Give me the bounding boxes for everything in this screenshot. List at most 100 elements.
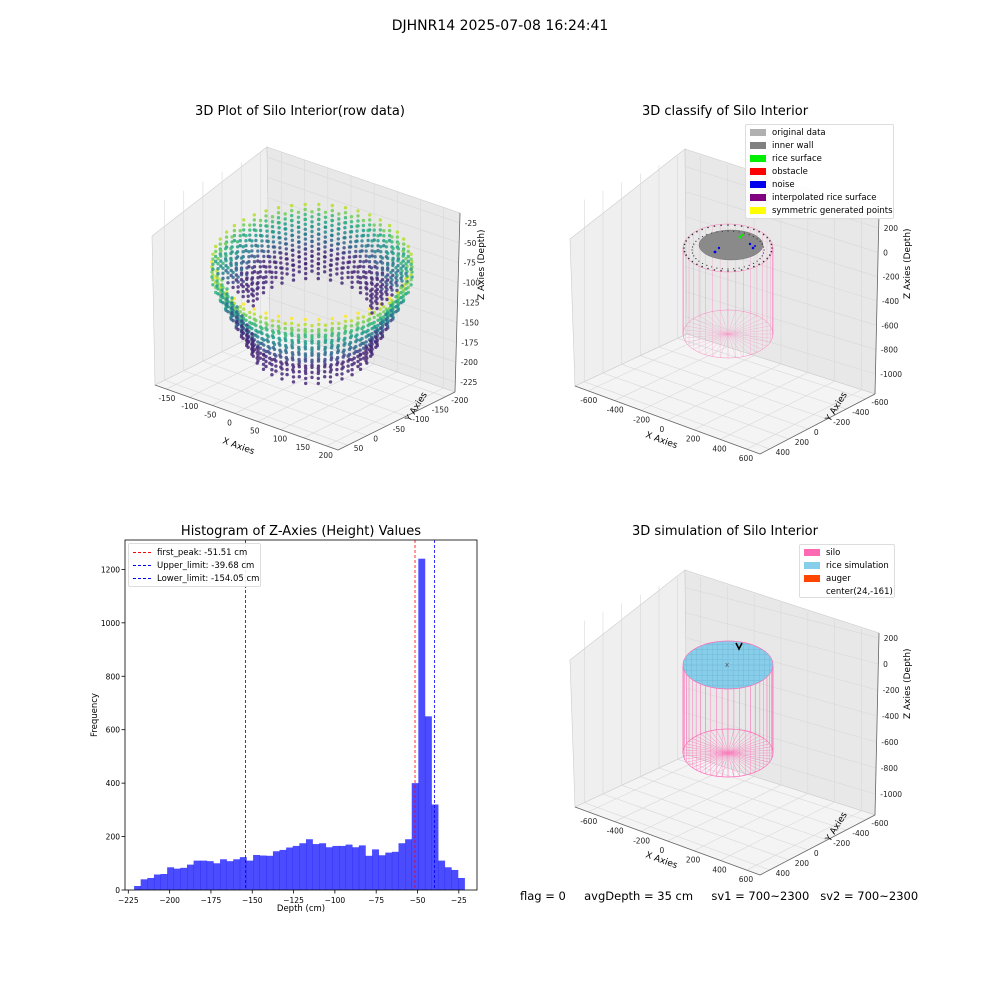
histogram-bar bbox=[372, 849, 379, 890]
histogram-bar bbox=[279, 849, 287, 890]
legend-item: obstacle bbox=[750, 165, 893, 178]
x-tick-label: -50 bbox=[204, 410, 216, 419]
histogram-bar bbox=[140, 879, 148, 890]
z-tick-label: -200 bbox=[883, 686, 900, 695]
simulation-zlabel: Z Axies (Depth) bbox=[903, 648, 913, 719]
legend-item: silo bbox=[804, 546, 894, 559]
histogram-bar bbox=[246, 860, 254, 890]
legend-swatch bbox=[804, 549, 820, 556]
legend-item: symmetric generated points bbox=[750, 204, 893, 217]
histogram-bar bbox=[365, 855, 373, 890]
histogram-title: Histogram of Z-Axies (Height) Values bbox=[180, 524, 422, 539]
x-tick-label: 600 bbox=[739, 875, 754, 884]
x-tick-label: −225 bbox=[118, 896, 139, 905]
raw-xlabel: X Axies bbox=[221, 436, 256, 457]
histogram-bar bbox=[286, 847, 294, 890]
y-tick-label: -200 bbox=[833, 418, 850, 427]
z-tick-label: -800 bbox=[881, 764, 898, 773]
histogram-xlabel: Depth (cm) bbox=[277, 904, 325, 914]
z-tick-label: -175 bbox=[461, 338, 478, 347]
legend-label: Lower_limit: -154.05 cm bbox=[157, 573, 260, 584]
raw-plot-title: 3D Plot of Silo Interior(row data) bbox=[195, 104, 405, 119]
legend-label: obstacle bbox=[772, 166, 808, 177]
z-tick-label: -1000 bbox=[880, 370, 902, 379]
histogram-bar bbox=[167, 867, 175, 890]
simulation-legend: silo rice simulation auger center(24,-161) bbox=[799, 544, 895, 598]
x-tick-label: −25 bbox=[451, 896, 467, 905]
histogram-bar bbox=[292, 845, 300, 890]
legend-item: rice simulation bbox=[804, 559, 894, 572]
legend-swatch bbox=[804, 575, 820, 582]
x-tick-label: 600 bbox=[739, 454, 754, 463]
x-tick-label: -600 bbox=[580, 396, 597, 405]
y-tick-label: 200 bbox=[795, 859, 810, 868]
histogram-bar bbox=[405, 839, 413, 890]
histogram-bar bbox=[213, 863, 221, 890]
histogram-bar bbox=[378, 855, 386, 890]
y-tick-label: 200 bbox=[795, 438, 810, 447]
histogram-bar bbox=[193, 860, 201, 890]
z-tick-label: -100 bbox=[463, 279, 480, 288]
legend-swatch bbox=[750, 155, 766, 162]
legend-label: center(24,-161) bbox=[826, 586, 893, 597]
x-tick-label: -400 bbox=[607, 406, 624, 415]
legend-label: auger bbox=[826, 573, 851, 584]
histogram-bar bbox=[253, 855, 260, 890]
histogram-bar bbox=[358, 845, 366, 890]
x-tick-label: 0 bbox=[227, 418, 232, 427]
x-tick-label: 0 bbox=[660, 846, 665, 855]
y-tick-label: 50 bbox=[354, 444, 364, 453]
z-tick-label: -600 bbox=[881, 738, 898, 747]
z-tick-label: -800 bbox=[881, 346, 898, 355]
y-tick-label: -100 bbox=[412, 415, 429, 424]
histogram-bar bbox=[312, 844, 320, 890]
y-tick-label: 600 bbox=[106, 726, 121, 735]
y-tick-label: 1200 bbox=[101, 565, 120, 574]
legend-swatch bbox=[750, 194, 766, 201]
legend-swatch bbox=[750, 142, 766, 149]
y-tick-label: 0 bbox=[814, 849, 819, 858]
z-tick-label: -225 bbox=[460, 378, 477, 387]
z-tick-label: -400 bbox=[882, 712, 899, 721]
legend-label: rice surface bbox=[772, 153, 822, 164]
legend-item: noise bbox=[750, 178, 893, 191]
histogram-bar bbox=[418, 558, 426, 890]
z-tick-label: -150 bbox=[462, 318, 479, 327]
y-tick-label: 400 bbox=[106, 779, 121, 788]
histogram-bar bbox=[391, 851, 399, 890]
histogram-bar bbox=[438, 860, 446, 890]
legend-item: rice surface bbox=[750, 152, 893, 165]
x-tick-label: −50 bbox=[410, 896, 426, 905]
legend-label: first_peak: -51.51 cm bbox=[157, 547, 248, 558]
legend-item: Upper_limit: -39.68 cm bbox=[133, 559, 260, 572]
histogram-bar bbox=[458, 877, 465, 890]
status-line: flag = 0 avgDepth = 35 cm sv1 = 700~2300… bbox=[520, 889, 919, 903]
y-tick-label: 1000 bbox=[101, 619, 120, 628]
legend-item: first_peak: -51.51 cm bbox=[133, 546, 260, 559]
z-tick-label: 200 bbox=[884, 224, 899, 233]
legend-swatch bbox=[750, 168, 766, 175]
histogram-bar bbox=[153, 874, 161, 890]
y-tick-label: -50 bbox=[393, 425, 405, 434]
legend-line-swatch bbox=[133, 552, 151, 553]
simulation-plot-title: 3D simulation of Silo Interior bbox=[632, 524, 818, 539]
legend-label: symmetric generated points bbox=[772, 205, 893, 216]
histogram-bar bbox=[451, 869, 459, 890]
y-tick-label: 0 bbox=[814, 428, 819, 437]
histogram-legend: first_peak: -51.51 cm Upper_limit: -39.68… bbox=[128, 543, 261, 587]
legend-item: center(24,-161) bbox=[804, 585, 894, 598]
z-tick-label: -400 bbox=[882, 297, 899, 306]
legend-swatch bbox=[804, 588, 820, 595]
histogram-bar bbox=[200, 860, 208, 890]
histogram-bar bbox=[259, 855, 267, 890]
classify-zlabel: Z Axies (Depth) bbox=[903, 228, 913, 299]
z-tick-label: -200 bbox=[461, 358, 478, 367]
legend-swatch bbox=[750, 129, 766, 136]
z-tick-label: -1000 bbox=[880, 790, 902, 799]
z-tick-label: 0 bbox=[883, 248, 888, 257]
x-tick-label: 200 bbox=[319, 451, 334, 460]
x-tick-label: 50 bbox=[250, 427, 260, 436]
y-tick-label: -400 bbox=[852, 829, 869, 838]
histogram-bar bbox=[206, 861, 214, 890]
z-tick-label: -50 bbox=[464, 239, 476, 248]
